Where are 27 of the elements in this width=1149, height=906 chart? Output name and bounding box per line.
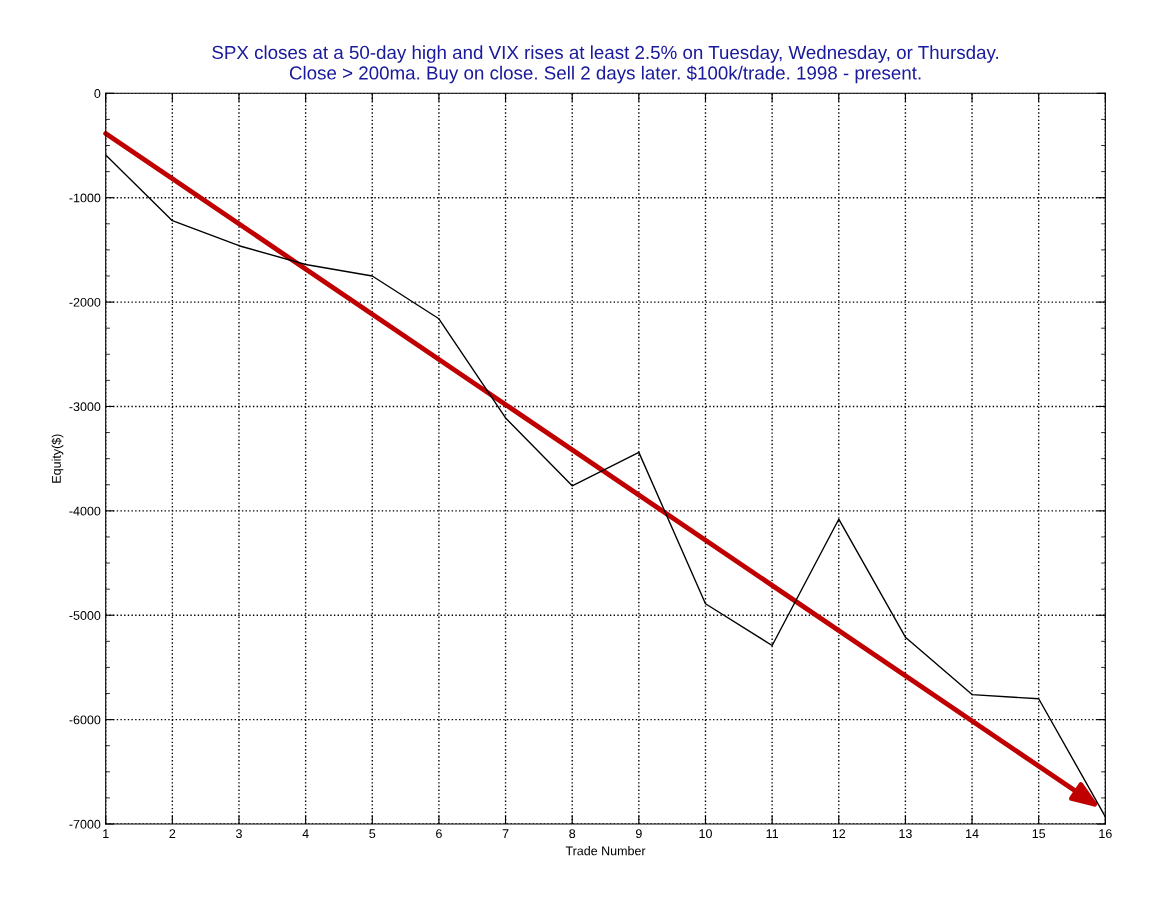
x-tick-label: 16 <box>1099 829 1112 839</box>
x-tick-label: 2 <box>169 829 176 838</box>
y-tick-label: -7000 <box>69 819 101 829</box>
x-tick-label: 15 <box>1032 829 1046 839</box>
x-tick-label: 7 <box>502 829 509 838</box>
y-tick-label: -1000 <box>69 193 101 203</box>
y-tick-label: -4000 <box>69 506 101 516</box>
x-tick-label: 13 <box>899 829 912 839</box>
x-tick-label: 6 <box>436 829 442 839</box>
y-tick-label: -5000 <box>69 611 101 620</box>
x-tick-label: 8 <box>569 829 576 839</box>
y-tick-label: -2000 <box>69 297 101 307</box>
x-axis-title: Trade Number <box>565 846 646 856</box>
x-tick-label: 12 <box>832 829 846 838</box>
x-tick-label: 11 <box>766 829 779 838</box>
chart-title: SPX closes at a 50-day high and VIX rises at least 2.5% on Tuesday, Wednesday, or Thursday. Close > 200ma. Buy on close. Sell 2 days later. $100k/trade. 1998 - present. <box>212 45 998 84</box>
y-tick-label: 0 <box>94 89 101 98</box>
x-tick-label: 14 <box>966 829 979 838</box>
y-tick-label: -3000 <box>69 402 101 412</box>
y-tick-label: -6000 <box>69 715 101 725</box>
x-tick-label: 10 <box>699 829 712 839</box>
x-tick-label: 1 <box>103 829 109 838</box>
y-axis-title: Equity($) <box>51 434 64 483</box>
x-tick-label: 9 <box>635 829 642 839</box>
x-tick-label: 5 <box>369 829 376 839</box>
x-tick-label: 3 <box>235 829 242 839</box>
x-tick-label: 4 <box>302 829 309 838</box>
